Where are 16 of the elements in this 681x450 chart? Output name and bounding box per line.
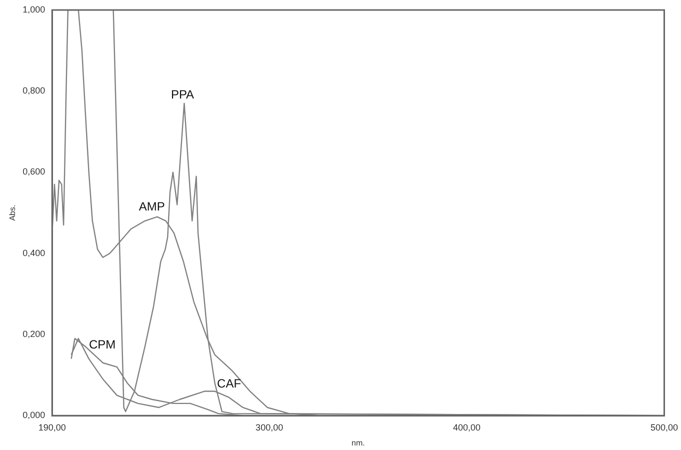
y-tick-label: 0,800 xyxy=(22,86,46,96)
x-axis-title: nm. xyxy=(352,438,365,448)
series-label: AMP xyxy=(138,199,165,214)
y-tick-label: 0,600 xyxy=(22,166,46,177)
y-tick-label: 0,200 xyxy=(22,328,46,339)
x-tick-label: 300,00 xyxy=(256,422,284,432)
series-label: PPA xyxy=(170,87,194,102)
y-tick-label: 0,000 xyxy=(22,410,46,420)
y-axis-title: Abs. xyxy=(8,204,18,221)
y-tick-label: 1,000 xyxy=(22,4,46,14)
y-tick-label: 0,400 xyxy=(22,248,46,258)
series-label: CPM xyxy=(88,337,116,352)
x-tick-label: 400,00 xyxy=(453,422,481,432)
series-label: CAF xyxy=(217,376,242,391)
x-tick-label: 190,00 xyxy=(38,422,66,432)
x-tick-label: 500,00 xyxy=(650,422,678,432)
